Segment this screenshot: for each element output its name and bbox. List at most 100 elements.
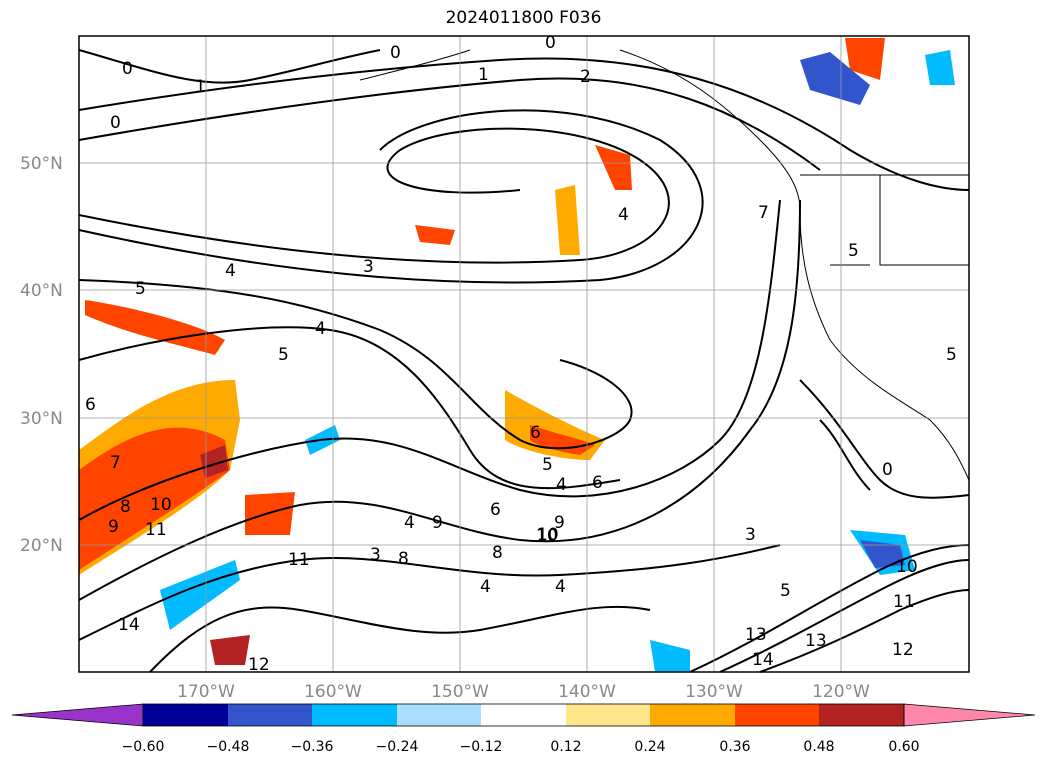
colorbar-segment [228, 704, 312, 726]
contour-label: 0 [110, 113, 121, 133]
colorbar-tick: −0.24 [376, 739, 419, 755]
contour-label: 11 [893, 592, 915, 612]
contour-label: 8 [120, 497, 131, 517]
contour-line [78, 279, 633, 450]
contour-label: 14 [118, 615, 140, 635]
longitude-labels: 170°W 160°W 150°W 140°W 130°W 120°W [177, 682, 870, 702]
contour-label: 6 [85, 395, 96, 415]
negative-shade-southeast-core [860, 540, 905, 568]
contour-line [719, 559, 970, 673]
colorbar-tick: 0.48 [803, 739, 834, 755]
lat-label-30n: 30°N [20, 409, 63, 429]
contour-label: 8 [492, 543, 503, 563]
colorbar-extend-max [903, 703, 1036, 727]
contour-label: 7 [110, 453, 121, 473]
contour-line [799, 379, 970, 499]
contour-label: 5 [848, 241, 859, 261]
contour-label: 5 [135, 279, 146, 299]
lon-label-170w: 170°W [177, 682, 235, 702]
contour-label: 4 [480, 577, 491, 597]
positive-shade-northeast [845, 38, 885, 80]
contour-line [78, 49, 381, 84]
contour-label: 13 [805, 631, 827, 651]
colorbar-tick: −0.36 [291, 739, 334, 755]
colorbar-tick: −0.48 [207, 739, 250, 755]
contour-label: 3 [745, 525, 756, 545]
contour-label: 10 [536, 526, 558, 546]
contour-label: 12 [248, 655, 270, 675]
contour-label: 4 [404, 513, 415, 533]
contour-label: 6 [592, 473, 603, 493]
lon-label-150w: 150°W [431, 682, 489, 702]
lon-label-130w: 130°W [685, 682, 743, 702]
colorbar-segment [312, 704, 397, 726]
colorbar-tick: 0.24 [634, 739, 665, 755]
positive-shade-southwest [210, 635, 250, 665]
colorbar [11, 703, 1036, 727]
contour-line [78, 544, 781, 641]
contour-label: 13 [745, 625, 767, 645]
contour-label: 5 [278, 345, 289, 365]
contour-labels: 0 1 0 2 0 1 0 3 4 5 4 5 6 7 8 9 10 11 8 … [85, 33, 957, 675]
map-frame [78, 35, 970, 673]
colorbar-segment [481, 704, 566, 726]
negative-shade-south [650, 640, 690, 672]
contour-line [689, 544, 970, 673]
colorbar-tick: 0.12 [550, 739, 581, 755]
positive-shade-west-core [79, 427, 230, 570]
negative-shade-northeast-edge [925, 50, 955, 85]
negative-shade-northeast [800, 52, 870, 105]
positive-shade-north2 [555, 185, 580, 255]
contour-label: 11 [145, 520, 167, 540]
positive-shade-northwest [85, 300, 225, 355]
contour-label: 0 [390, 43, 401, 63]
contour-label: 5 [946, 345, 957, 365]
positive-shade-midwest [415, 225, 455, 245]
contour-label: 4 [618, 205, 629, 225]
contour-label: 5 [780, 581, 791, 601]
contour-line [78, 109, 704, 284]
colorbar-tick: −0.12 [460, 739, 503, 755]
lat-label-20n: 20°N [20, 536, 63, 556]
contour-label: 2 [580, 67, 591, 87]
gridlines [79, 36, 969, 672]
colorbar-segment [397, 704, 481, 726]
lon-label-120w: 120°W [812, 682, 870, 702]
lat-label-50n: 50°N [20, 154, 63, 174]
coastline [619, 49, 970, 481]
contour-label: 9 [432, 513, 443, 533]
contour-label: 3 [363, 257, 374, 277]
contour-line [78, 199, 781, 521]
contour-label: 10 [896, 557, 918, 577]
colorbar-tick: 0.60 [888, 739, 919, 755]
contour-label: 6 [530, 423, 541, 443]
contour-label: 12 [892, 640, 914, 660]
contour-line [819, 419, 871, 491]
contour-label: 8 [398, 549, 409, 569]
colorbar-extend-min [11, 703, 144, 727]
colorbar-segment [819, 704, 904, 726]
lon-label-160w: 160°W [304, 682, 362, 702]
contour-line [78, 326, 621, 490]
contour-line [78, 77, 821, 171]
contour-label: 1 [195, 77, 206, 97]
contour-line [78, 57, 970, 191]
contour-line [78, 127, 670, 264]
contour-label: 9 [108, 517, 119, 537]
contour-label: 14 [752, 650, 774, 670]
contour-line [759, 589, 970, 673]
lon-label-140w: 140°W [558, 682, 616, 702]
contour-label: 5 [542, 455, 553, 475]
contour-label: 4 [225, 261, 236, 281]
shaded-anomaly-regions [79, 38, 955, 672]
positive-shade-north [595, 145, 632, 190]
colorbar-segment [650, 704, 735, 726]
contour-label: 0 [882, 460, 893, 480]
contour-label: 4 [556, 475, 567, 495]
contour-label: 7 [758, 203, 769, 223]
colorbar-segment [735, 704, 819, 726]
contour-label: 3 [370, 545, 381, 565]
contour-label: 0 [122, 59, 133, 79]
contour-label: 6 [490, 500, 501, 520]
contour-label: 11 [288, 550, 310, 570]
